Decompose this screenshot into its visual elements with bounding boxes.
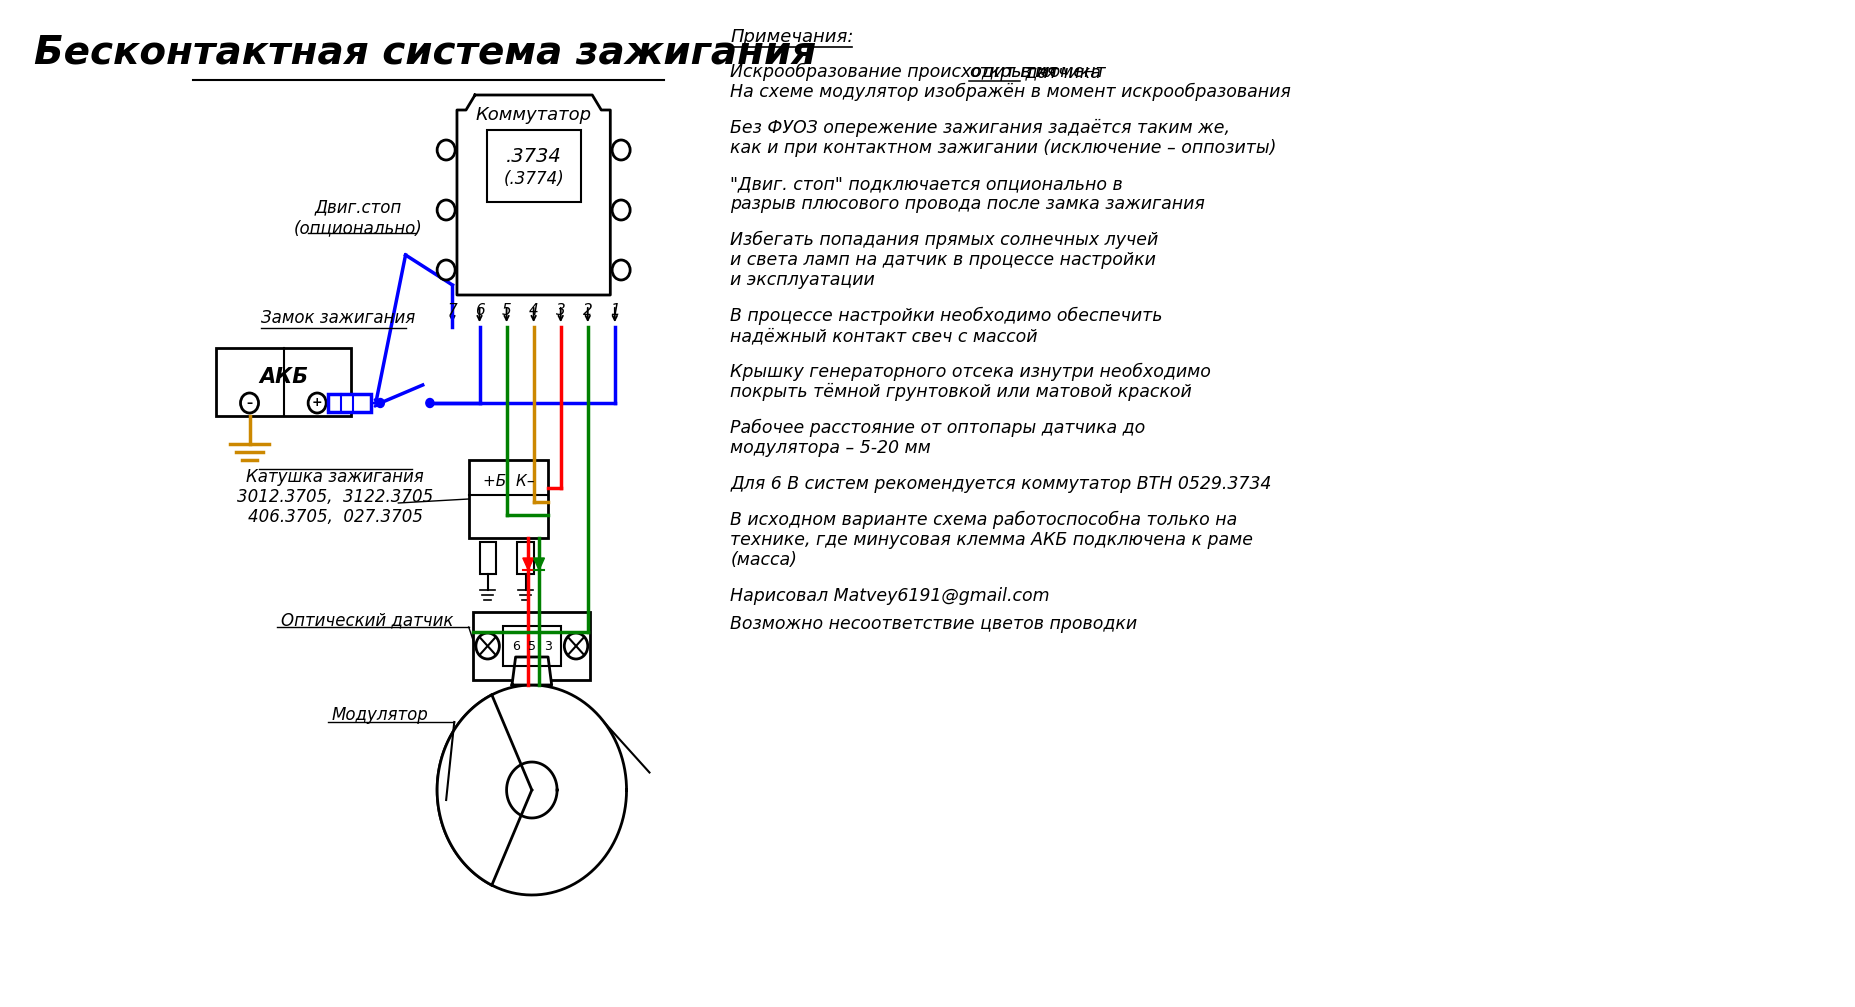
Circle shape <box>612 260 631 280</box>
Text: технике, где минусовая клемма АКБ подключена к раме: технике, где минусовая клемма АКБ подклю… <box>731 531 1254 549</box>
Bar <box>328 394 371 412</box>
Text: Избегать попадания прямых солнечных лучей: Избегать попадания прямых солнечных луче… <box>731 231 1159 250</box>
Text: 3012.3705,  3122.3705: 3012.3705, 3122.3705 <box>237 488 434 506</box>
Circle shape <box>612 200 631 220</box>
Text: 5: 5 <box>529 639 536 653</box>
Text: и света ламп на датчик в процессе настройки: и света ламп на датчик в процессе настро… <box>731 251 1156 269</box>
Text: 5: 5 <box>501 303 512 318</box>
Polygon shape <box>438 685 627 895</box>
Text: АКБ: АКБ <box>260 367 308 387</box>
Text: и эксплуатации: и эксплуатации <box>731 271 876 289</box>
Text: Для 6 В систем рекомендуется коммутатор ВТН 0529.3734: Для 6 В систем рекомендуется коммутатор … <box>731 475 1273 493</box>
Text: 6: 6 <box>512 639 519 653</box>
Text: Бесконтактная система зажигания: Бесконтактная система зажигания <box>33 33 816 71</box>
Text: На схеме модулятор изображён в момент искрообразования: На схеме модулятор изображён в момент ис… <box>731 83 1291 102</box>
Text: (масса): (масса) <box>731 551 798 569</box>
Text: Примечания:: Примечания: <box>731 28 853 46</box>
Bar <box>486 130 581 202</box>
Text: 3: 3 <box>556 303 566 318</box>
Text: +Б  К–: +Б К– <box>482 474 534 489</box>
Bar <box>503 626 560 666</box>
Text: "Двиг. стоп" подключается опционально в: "Двиг. стоп" подключается опционально в <box>731 175 1122 193</box>
Polygon shape <box>534 558 545 570</box>
Text: .3734: .3734 <box>506 147 562 166</box>
Text: открытия: открытия <box>968 63 1057 81</box>
Text: 7: 7 <box>447 303 458 318</box>
Text: разрыв плюсового провода после замка зажигания: разрыв плюсового провода после замка заж… <box>731 195 1206 213</box>
Text: надёжный контакт свеч с массой: надёжный контакт свеч с массой <box>731 327 1037 345</box>
Circle shape <box>241 393 258 413</box>
Circle shape <box>438 140 454 160</box>
Text: (.3774): (.3774) <box>503 170 564 188</box>
Text: В процессе настройки необходимо обеспечить: В процессе настройки необходимо обеспечи… <box>731 307 1163 325</box>
Circle shape <box>438 260 454 280</box>
Polygon shape <box>506 762 556 818</box>
Text: датчика: датчика <box>1020 63 1102 81</box>
Circle shape <box>564 633 588 659</box>
Text: Искрообразование происходит в момент: Искрообразование происходит в момент <box>731 63 1111 82</box>
Circle shape <box>377 399 384 408</box>
Text: Замок зажигания: Замок зажигания <box>262 309 416 327</box>
Text: Катушка зажигания: Катушка зажигания <box>247 468 425 486</box>
Text: 6: 6 <box>475 303 484 318</box>
Circle shape <box>427 399 434 408</box>
Bar <box>469 460 547 538</box>
Text: В исходном варианте схема работоспособна только на: В исходном варианте схема работоспособна… <box>731 511 1237 530</box>
Text: покрыть тёмной грунтовкой или матовой краской: покрыть тёмной грунтовкой или матовой кр… <box>731 383 1193 401</box>
Bar <box>518 542 534 574</box>
Bar <box>480 542 495 574</box>
Text: Оптический датчик: Оптический датчик <box>280 611 453 629</box>
Text: 1: 1 <box>610 303 620 318</box>
Text: Без ФУОЗ опережение зажигания задаётся таким же,: Без ФУОЗ опережение зажигания задаётся т… <box>731 119 1230 137</box>
Text: Нарисовал Matvey6191@gmail.com: Нарисовал Matvey6191@gmail.com <box>731 587 1050 605</box>
Text: +: + <box>312 397 323 410</box>
Text: модулятора – 5-20 мм: модулятора – 5-20 мм <box>731 439 931 457</box>
Text: Крышку генераторного отсека изнутри необходимо: Крышку генераторного отсека изнутри необ… <box>731 363 1211 382</box>
Text: 4: 4 <box>529 303 538 318</box>
Text: Возможно несоответствие цветов проводки: Возможно несоответствие цветов проводки <box>731 615 1137 633</box>
Text: 2: 2 <box>582 303 592 318</box>
Circle shape <box>438 200 454 220</box>
Circle shape <box>612 140 631 160</box>
Text: Двиг.стоп
(опционально): Двиг.стоп (опционально) <box>293 198 423 238</box>
Text: 3: 3 <box>544 639 553 653</box>
Text: 406.3705,  027.3705: 406.3705, 027.3705 <box>249 508 423 526</box>
Bar <box>473 612 590 680</box>
Text: –: – <box>247 397 252 410</box>
Text: Модулятор: Модулятор <box>332 706 429 724</box>
Polygon shape <box>456 95 610 295</box>
Text: Коммутатор: Коммутатор <box>475 106 592 124</box>
Polygon shape <box>512 657 551 685</box>
Polygon shape <box>438 695 532 885</box>
Circle shape <box>308 393 326 413</box>
Circle shape <box>477 633 499 659</box>
Text: Рабочее расстояние от оптопары датчика до: Рабочее расстояние от оптопары датчика д… <box>731 419 1146 437</box>
Bar <box>217 348 351 416</box>
Polygon shape <box>523 558 534 570</box>
Text: как и при контактном зажигании (исключение – оппозиты): как и при контактном зажигании (исключен… <box>731 139 1276 157</box>
